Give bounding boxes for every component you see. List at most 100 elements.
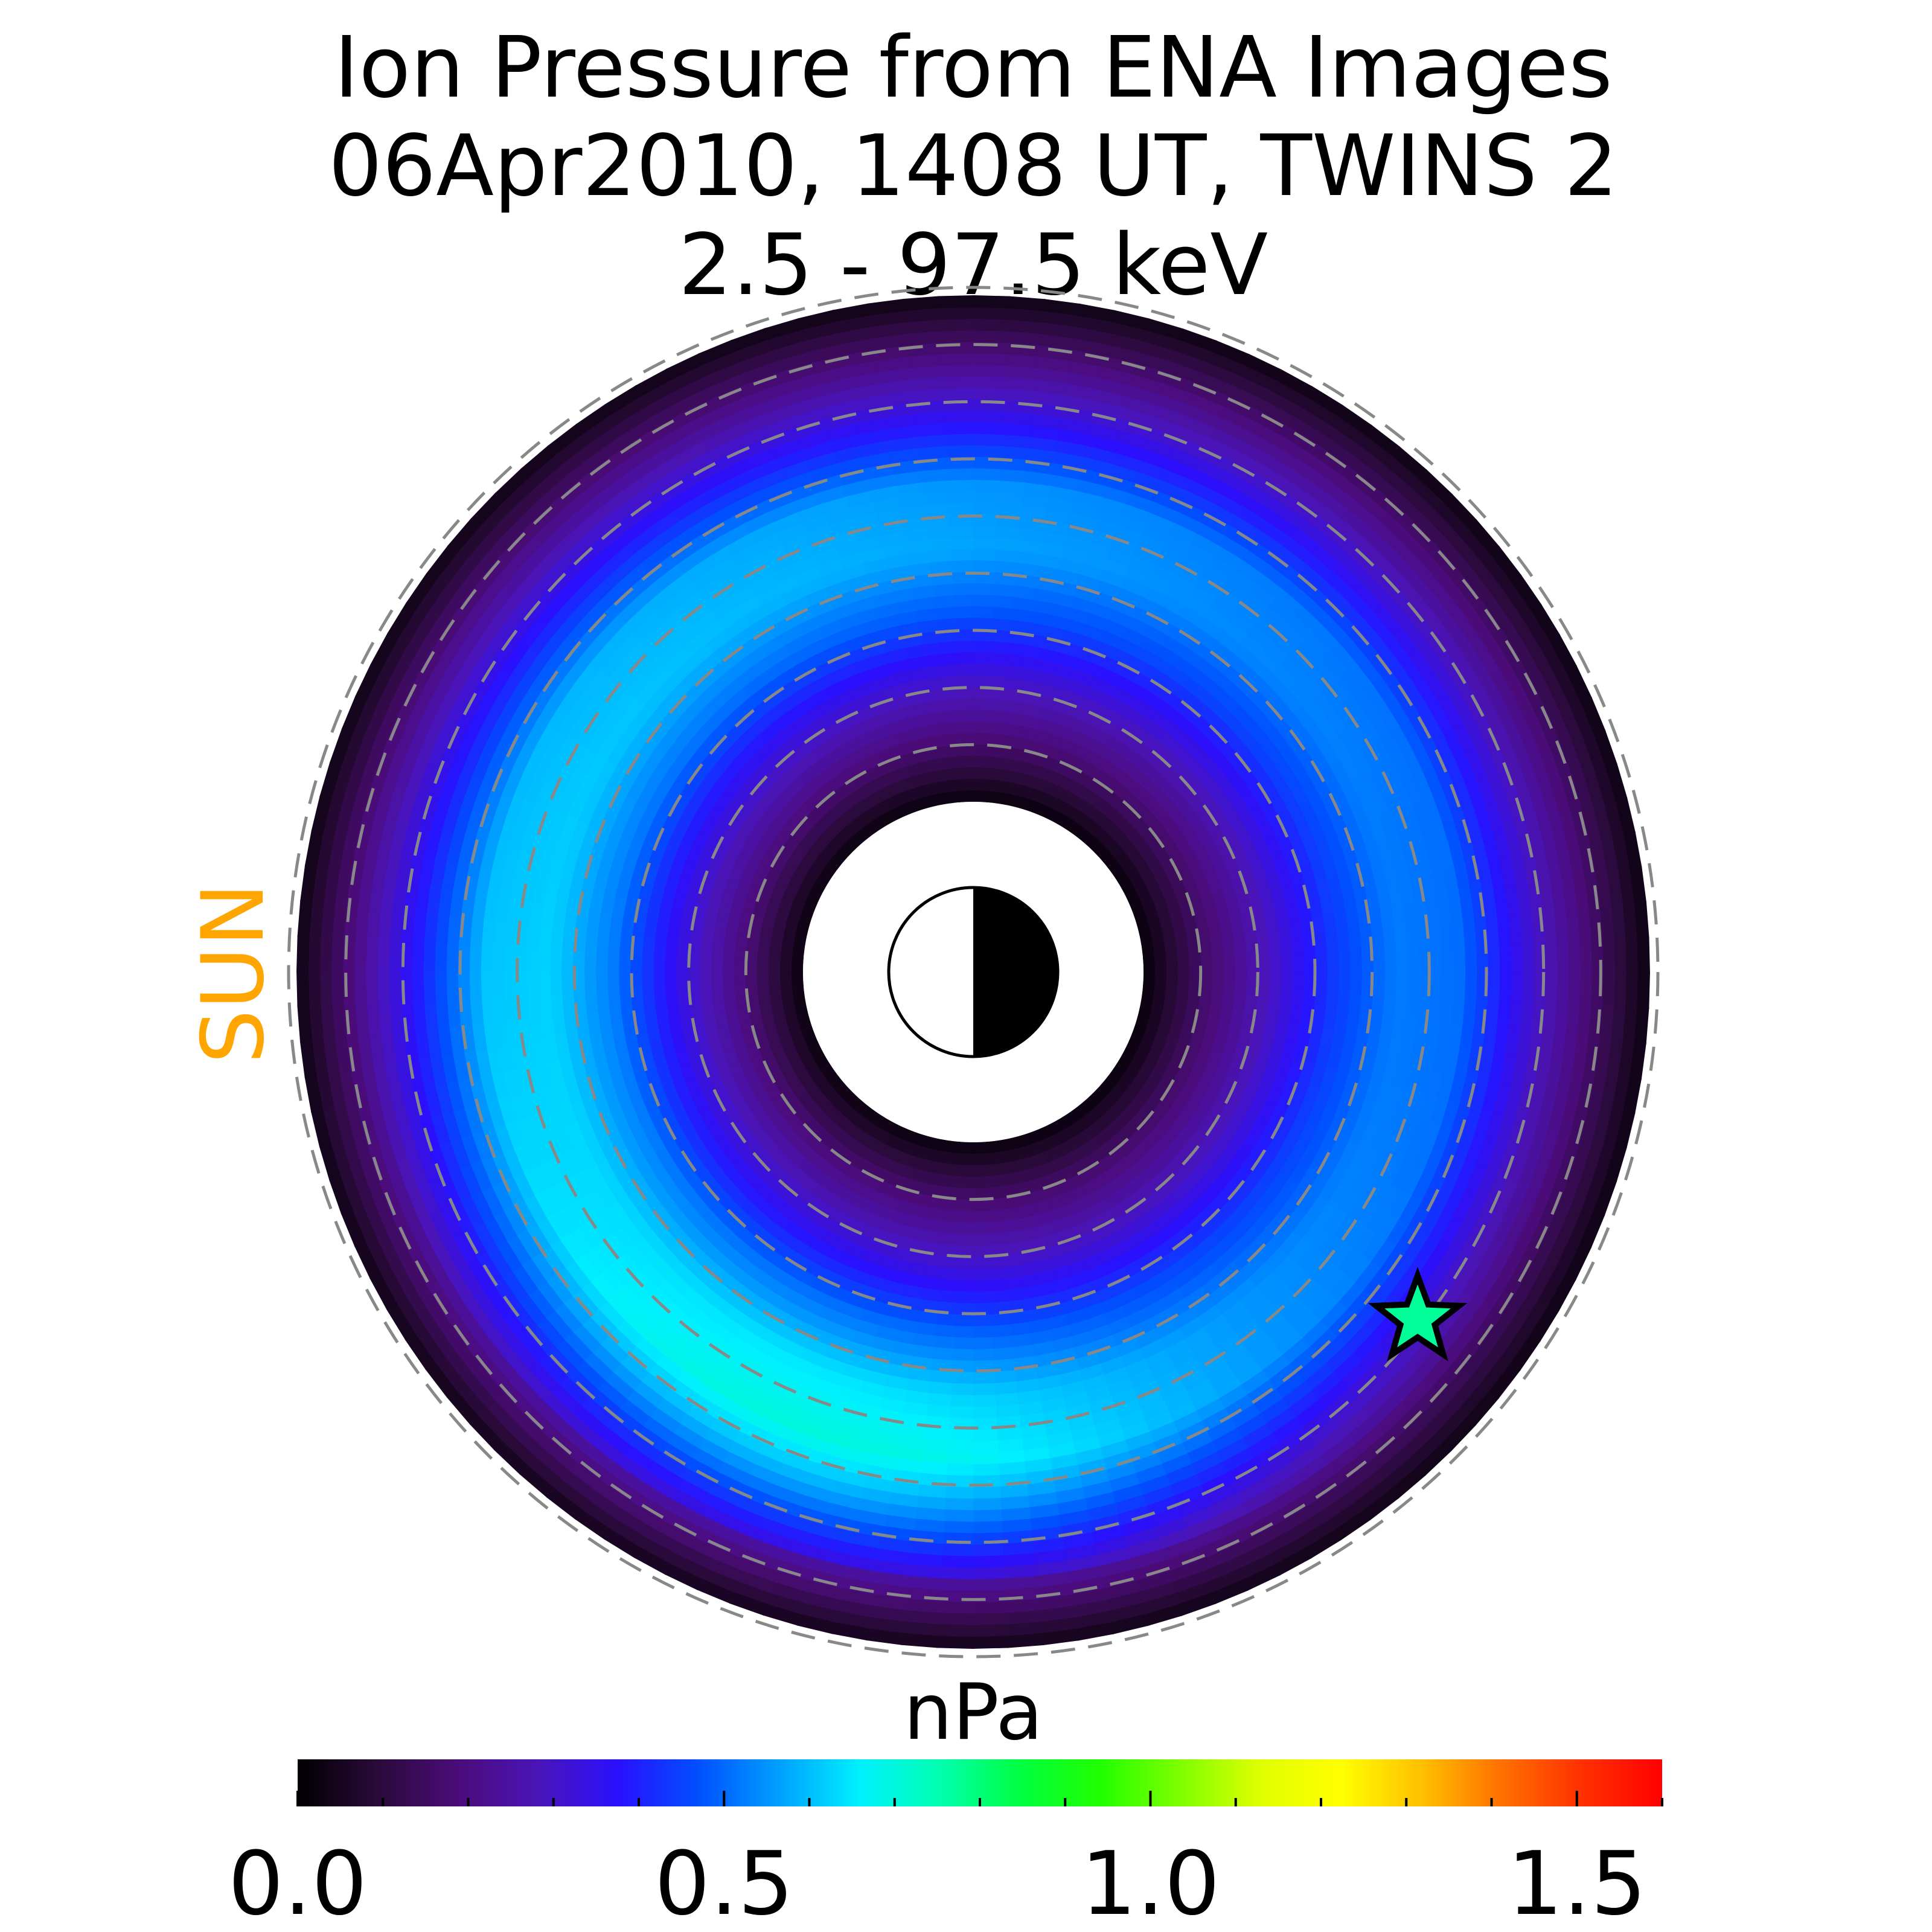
heatmap-cell [1329,760,1352,786]
heatmap-cell [1338,972,1351,993]
heatmap-cell [688,1194,710,1218]
heatmap-cell [1112,1327,1137,1347]
heatmap-cell [1182,1170,1203,1191]
heatmap-cell [1103,1165,1121,1183]
heatmap-cell [1252,1016,1267,1035]
heatmap-cell [1037,553,1063,570]
heatmap-cell [1025,1131,1039,1146]
heatmap-cell [1029,1142,1043,1157]
heatmap-cell [1017,539,1043,554]
heatmap-cell [886,1281,907,1297]
heatmap-cell [1141,703,1162,723]
heatmap-cell [1036,1163,1051,1179]
heatmap-cell [881,685,900,701]
heatmap-cell [945,1221,961,1235]
heatmap-cell [617,664,642,691]
heatmap-cell [1086,1503,1119,1522]
heatmap-cell [491,1276,519,1310]
heatmap-cell [1232,798,1252,819]
heatmap-cell [797,1016,811,1029]
heatmap-cell [657,1247,682,1272]
heatmap-cell [1259,756,1281,780]
heatmap-cell [424,586,455,623]
heatmap-cell [657,639,683,665]
heatmap-cell [1035,670,1054,686]
heatmap-cell [549,948,563,972]
heatmap-cell [699,957,712,972]
heatmap-cell [502,641,529,673]
heatmap-cell [654,921,669,940]
heatmap-cell [530,549,561,581]
heatmap-cell [1134,740,1154,760]
heatmap-cell [1402,1017,1418,1043]
heatmap-cell [1095,1285,1118,1304]
heatmap-cell [1345,1011,1361,1034]
heatmap-cell [538,926,552,950]
heatmap-cell [916,796,930,810]
heatmap-cell [1248,485,1281,512]
heatmap-cell [939,652,958,666]
heatmap-cell [1013,771,1027,785]
heatmap-cell [640,1294,667,1322]
heatmap-cell [819,388,853,408]
heatmap-cell [1488,1242,1515,1278]
heatmap-cell [762,1431,793,1454]
heatmap-cell [645,902,661,923]
heatmap-cell [725,1108,744,1128]
heatmap-cell [701,1492,736,1517]
heatmap-cell [908,1262,927,1278]
heatmap-cell [1350,774,1372,801]
heatmap-cell [1157,1442,1188,1465]
heatmap-cell [1366,1206,1390,1235]
heatmap-cell [796,1308,820,1328]
heatmap-cell [566,1122,587,1150]
heatmap-cell [1174,685,1197,706]
heatmap-cell [1407,948,1421,973]
heatmap-cell [1222,578,1250,603]
heatmap-cell [513,770,535,800]
heatmap-cell [1296,1278,1323,1305]
heatmap-cell [1232,705,1255,728]
heatmap-cell [611,1407,644,1436]
heatmap-cell [830,590,854,609]
heatmap-cell [675,688,699,712]
heatmap-cell [1279,622,1307,650]
heatmap-cell [1271,446,1306,473]
heatmap-cell [756,1038,772,1054]
heatmap-cell [1343,1221,1367,1249]
heatmap-cell [1009,619,1030,634]
heatmap-cell [709,1323,737,1347]
heatmap-cell [625,1244,650,1271]
heatmap-cell [528,587,557,619]
heatmap-cell [1391,904,1407,929]
heatmap-cell [1308,1172,1331,1198]
heatmap-cell [613,1084,632,1108]
heatmap-cell [947,467,974,481]
heatmap-cell [1030,598,1053,615]
heatmap-cell [452,1107,473,1139]
heatmap-cell [915,1322,936,1337]
heatmap-cell [1256,987,1270,1004]
heatmap-cell [608,587,638,616]
heatmap-cell [344,1101,365,1139]
heatmap-cell [1095,507,1123,526]
heatmap-cell [1200,947,1213,961]
heatmap-cell [526,947,540,972]
heatmap-cell [757,1258,781,1279]
heatmap-cell [1147,694,1169,714]
heatmap-cell [1212,810,1232,830]
heatmap-cell [435,828,454,860]
heatmap-cell [1204,907,1220,923]
heatmap-cell [1223,471,1255,497]
heatmap-cell [1409,714,1434,744]
heatmap-cell [950,1383,973,1396]
heatmap-cell [937,744,952,759]
heatmap-cell [1160,1453,1192,1476]
heatmap-cell [643,919,658,939]
heatmap-cell [556,709,581,738]
heatmap-cell [674,1477,708,1504]
heatmap-cell [1439,996,1454,1023]
heatmap-cell [600,1335,629,1364]
heatmap-cell [1471,835,1489,866]
heatmap-cell [1239,1112,1259,1133]
